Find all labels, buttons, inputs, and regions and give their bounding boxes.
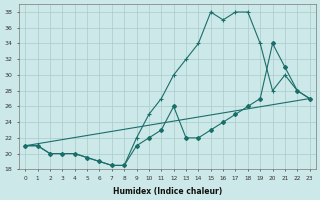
X-axis label: Humidex (Indice chaleur): Humidex (Indice chaleur) — [113, 187, 222, 196]
